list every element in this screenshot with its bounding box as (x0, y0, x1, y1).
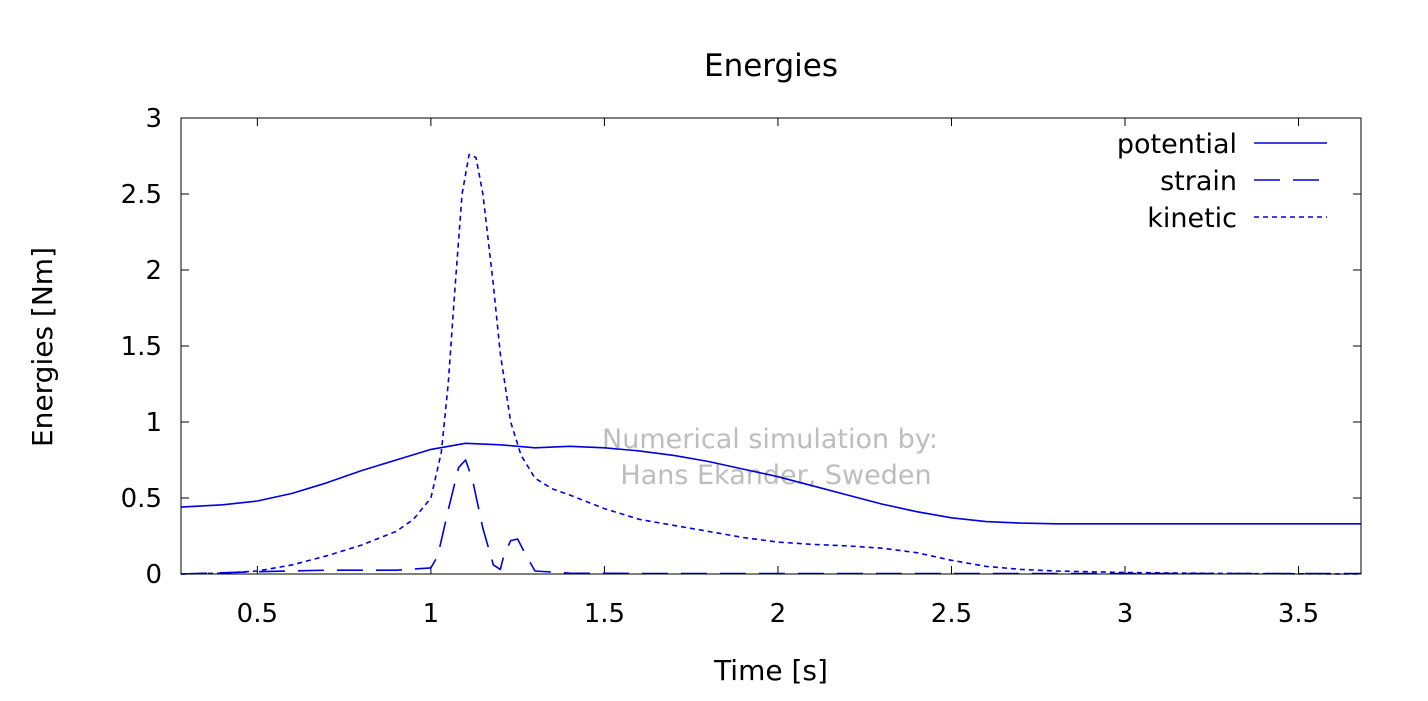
watermark-annotation: Numerical simulation by: Hans Ekander, S… (602, 424, 938, 491)
watermark-line-1: Numerical simulation by: (602, 424, 938, 455)
x-axis-label: Time [s] (713, 654, 828, 687)
y-tick-label: 0.5 (121, 484, 162, 514)
axis-ticks (181, 117, 1361, 575)
x-tick-label: 2 (770, 599, 787, 629)
x-tick-label: 3 (1117, 599, 1134, 629)
y-tick-label: 3 (145, 104, 162, 134)
x-tick-label: 1 (423, 599, 440, 629)
x-tick-label: 3.5 (1278, 599, 1319, 629)
chart-title: Energies (704, 48, 838, 84)
legend-label-strain: strain (1160, 166, 1237, 197)
series-line-potential (180, 442, 1361, 525)
y-tick-label: 2.5 (121, 180, 162, 210)
y-tick-label: 2 (145, 256, 162, 286)
y-tick-label: 1 (145, 408, 162, 438)
legend-label-kinetic: kinetic (1147, 203, 1237, 234)
x-tick-label: 1.5 (584, 599, 625, 629)
y-tick-label: 0 (145, 560, 162, 590)
x-tick-label: 0.5 (237, 599, 278, 629)
axis-tick-labels: 0.5 1 1.5 2 2.5 3 3.5 0 0.5 1 1.5 2 2.5 3 (121, 104, 1320, 629)
legend-label-potential: potential (1117, 129, 1237, 160)
y-tick-label: 1.5 (121, 332, 162, 362)
legend: potential strain kinetic (1117, 129, 1327, 234)
x-tick-label: 2.5 (931, 599, 972, 629)
plot-frame (180, 117, 1362, 575)
series-line-kinetic (180, 153, 1362, 575)
y-axis-label: Energies [Nm] (26, 247, 59, 447)
